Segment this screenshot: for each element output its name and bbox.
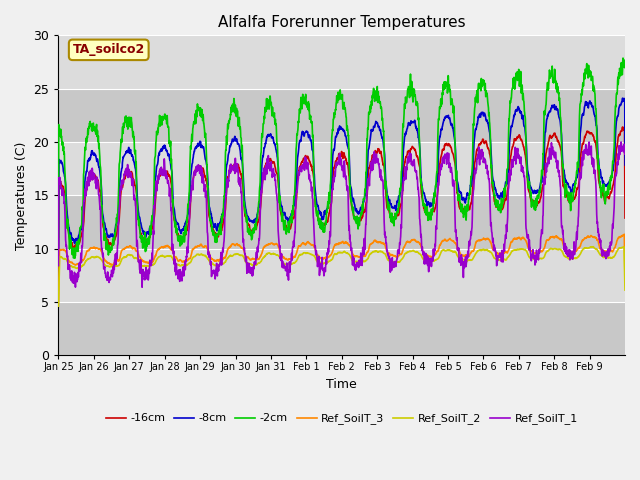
-2cm [621,59,629,65]
Ref_SoilT_2 [589,244,597,250]
-8cm [619,96,627,101]
Bar [58,195,625,249]
Title: Alfalfa Forerunner Temperatures: Alfalfa Forerunner Temperatures [218,15,465,30]
Ref_SoilT_3 [545,238,552,243]
Ref_SoilT_3 [513,236,520,242]
Line: -8cm: -8cm [58,98,625,259]
Bar [58,89,625,142]
-16cm [621,215,629,221]
-16cm [234,164,241,169]
-8cm [54,256,62,262]
Ref_SoilT_1 [54,263,62,268]
-8cm [613,115,621,121]
Y-axis label: Temperatures (C): Temperatures (C) [15,141,28,250]
Bar [58,249,625,302]
Ref_SoilT_3 [111,260,119,266]
-16cm [513,136,520,142]
Line: Ref_SoilT_3: Ref_SoilT_3 [58,234,625,303]
Line: -2cm: -2cm [58,58,625,258]
Ref_SoilT_1 [138,284,146,290]
X-axis label: Time: Time [326,378,357,391]
Ref_SoilT_1 [613,159,621,165]
Ref_SoilT_2 [621,287,629,293]
-16cm [619,124,627,130]
Ref_SoilT_2 [111,263,119,268]
Line: Ref_SoilT_1: Ref_SoilT_1 [58,142,625,287]
Ref_SoilT_1 [234,164,241,169]
Line: Ref_SoilT_2: Ref_SoilT_2 [58,247,625,306]
Ref_SoilT_2 [376,248,383,254]
Ref_SoilT_3 [54,300,62,306]
-2cm [376,99,384,105]
-2cm [111,232,119,238]
-8cm [621,162,629,168]
Ref_SoilT_3 [613,238,621,244]
Ref_SoilT_1 [111,261,119,267]
-2cm [54,234,62,240]
-2cm [619,55,627,61]
-2cm [545,86,552,92]
Ref_SoilT_3 [621,277,629,283]
Ref_SoilT_1 [617,139,625,145]
Ref_SoilT_3 [234,241,241,247]
-8cm [545,111,552,117]
-8cm [376,128,383,133]
Ref_SoilT_2 [545,248,552,254]
-16cm [376,150,383,156]
Ref_SoilT_2 [54,303,62,309]
-16cm [54,249,62,254]
Ref_SoilT_1 [621,146,629,152]
Bar [58,142,625,195]
Line: -16cm: -16cm [58,127,625,252]
-2cm [234,108,241,114]
Text: TA_soilco2: TA_soilco2 [72,43,145,56]
Ref_SoilT_3 [376,239,383,245]
Legend: -16cm, -8cm, -2cm, Ref_SoilT_3, Ref_SoilT_2, Ref_SoilT_1: -16cm, -8cm, -2cm, Ref_SoilT_3, Ref_Soil… [101,409,582,429]
-16cm [613,144,621,150]
-2cm [71,255,79,261]
Ref_SoilT_2 [613,248,621,254]
Ref_SoilT_2 [234,251,241,257]
-8cm [111,227,119,232]
Ref_SoilT_3 [620,231,628,237]
Bar [58,302,625,355]
Ref_SoilT_2 [513,247,520,253]
-8cm [234,139,241,144]
-2cm [613,91,621,97]
-16cm [545,140,552,146]
Ref_SoilT_1 [376,174,384,180]
Ref_SoilT_1 [545,155,552,160]
Ref_SoilT_1 [513,154,520,160]
-2cm [513,75,520,81]
-16cm [111,236,119,242]
-8cm [513,108,520,113]
Bar [58,36,625,89]
